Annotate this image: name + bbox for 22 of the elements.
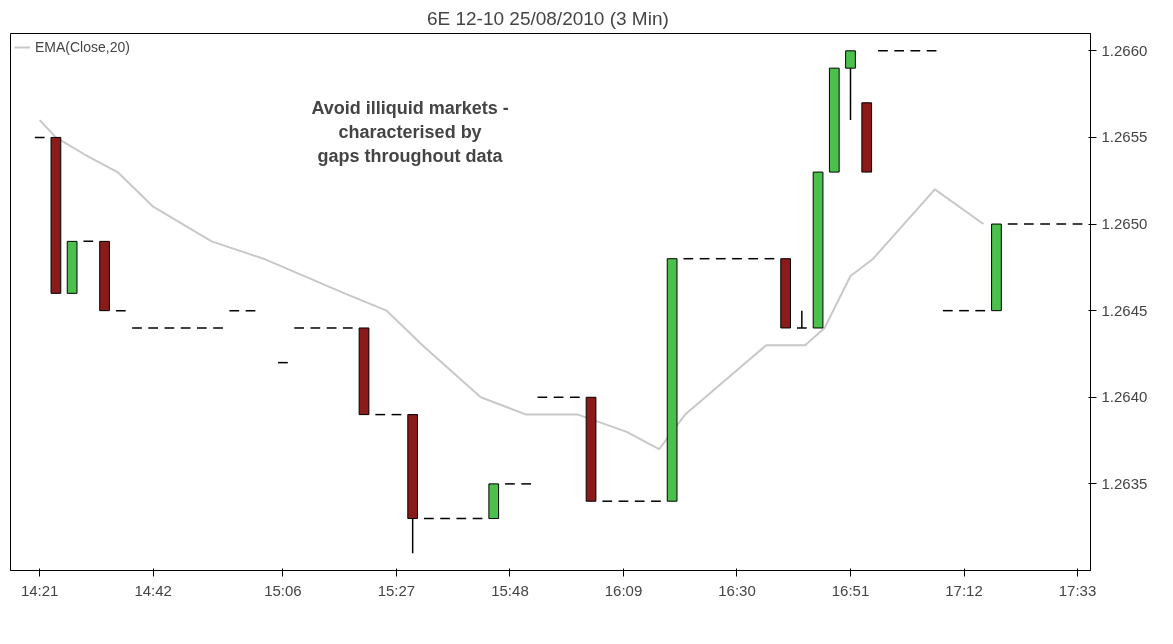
x-tick-label: 16:30 — [718, 581, 756, 599]
annotation: Avoid illiquid markets - characterised by gaps throughout data — [311, 97, 509, 166]
x-tick-label: 17:12 — [945, 581, 983, 599]
candlestick — [845, 50, 856, 121]
x-tick-label: 17:33 — [1058, 581, 1097, 599]
y-tick-label: 1.2650 — [1101, 215, 1148, 233]
x-tick-label: 15:48 — [491, 581, 529, 599]
x-tick-label: 16:09 — [604, 581, 643, 599]
x-tick-label: 15:27 — [377, 581, 416, 599]
x-tick-label: 14:42 — [134, 581, 172, 599]
y-tick-label: 1.2645 — [1101, 301, 1148, 319]
y-tick-label: 1.2655 — [1101, 128, 1148, 146]
legend-label: EMA(Close,20) — [35, 39, 130, 55]
y-tick-label: 1.2640 — [1101, 388, 1148, 406]
chart-title: 6E 12-10 25/08/2010 (3 Min) — [426, 7, 669, 29]
y-tick-label: 1.2660 — [1101, 41, 1148, 59]
x-tick-label: 16:51 — [831, 581, 870, 599]
y-tick-label: 1.2635 — [1101, 474, 1148, 492]
x-tick-label: 14:21 — [20, 581, 59, 599]
x-tick-label: 15:06 — [264, 581, 302, 599]
candlestick — [796, 309, 808, 329]
line-series — [38, 119, 985, 451]
